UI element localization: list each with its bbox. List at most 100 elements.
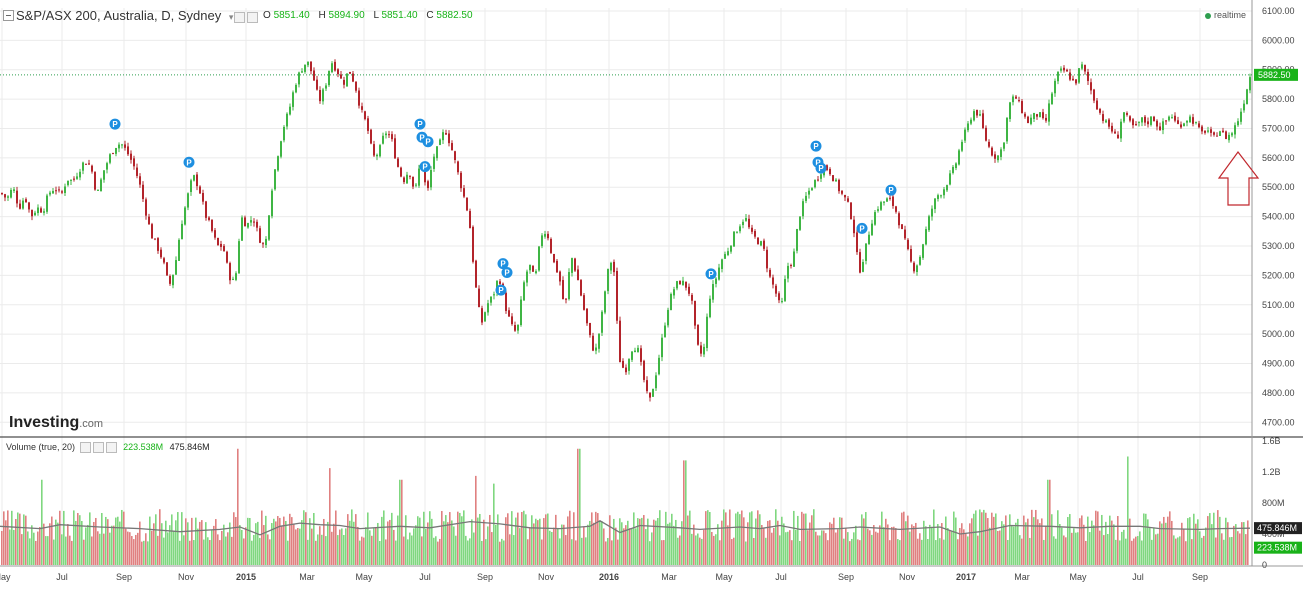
p-marker[interactable] <box>422 136 434 148</box>
candle <box>850 202 852 220</box>
volume-bar <box>389 519 391 565</box>
candle <box>544 233 546 237</box>
candle <box>193 175 195 181</box>
settings-icon[interactable] <box>234 12 245 24</box>
volume-bar <box>909 531 911 565</box>
p-marker[interactable] <box>414 118 426 130</box>
x-tick-label: Mar <box>299 572 315 582</box>
volume-bar <box>307 539 309 565</box>
candle <box>1147 121 1149 125</box>
volume-bar <box>637 518 639 565</box>
volume-tick-label: 1.2B <box>1262 467 1281 477</box>
candle <box>1078 68 1080 83</box>
close-icon[interactable] <box>247 12 258 24</box>
p-marker[interactable] <box>815 162 827 174</box>
volume-bar <box>551 531 553 565</box>
candle <box>787 265 789 279</box>
candle <box>31 209 33 217</box>
volume-bar <box>689 510 691 565</box>
candle <box>175 260 177 275</box>
volume-bar <box>977 535 979 565</box>
candle <box>967 123 969 131</box>
p-marker[interactable] <box>497 258 509 270</box>
volume-bar <box>141 541 143 565</box>
candle <box>751 227 753 232</box>
volume-bar <box>277 516 279 565</box>
candle <box>76 176 78 179</box>
volume-bar <box>737 511 739 565</box>
candle <box>733 231 735 247</box>
volume-bar <box>441 510 443 565</box>
volume-bar <box>533 523 535 565</box>
p-marker[interactable] <box>810 140 822 152</box>
volume-bar <box>539 518 541 565</box>
volume-bar <box>1079 518 1081 565</box>
volume-bar <box>1055 538 1057 565</box>
volume-bar <box>527 539 529 565</box>
candle <box>187 193 189 208</box>
volume-bar <box>1233 525 1235 565</box>
candle <box>361 106 363 110</box>
volume-bar <box>1185 541 1187 565</box>
candle <box>601 311 603 333</box>
p-marker[interactable] <box>501 266 513 278</box>
volume-bar <box>929 524 931 565</box>
volume-bar <box>337 535 339 565</box>
volume-settings-icon[interactable] <box>79 442 91 454</box>
volume-bar <box>451 520 453 565</box>
p-marker[interactable] <box>109 118 121 130</box>
volume-bar <box>985 512 987 565</box>
y-tick-label: 6000.00 <box>1262 35 1295 45</box>
candle <box>982 113 984 128</box>
volume-bar <box>1071 532 1073 565</box>
p-marker[interactable] <box>419 161 431 173</box>
volume-bar <box>463 510 465 565</box>
candle <box>211 219 213 231</box>
volume-bar <box>1127 456 1129 565</box>
volume-bar <box>515 517 517 565</box>
volume-hide-icon[interactable] <box>92 442 104 454</box>
candle <box>1156 120 1158 127</box>
candle <box>1054 80 1056 94</box>
chevron-down-icon[interactable]: ▾ <box>228 12 234 22</box>
volume-bar <box>743 517 745 565</box>
p-marker[interactable] <box>705 268 717 280</box>
chart-controls <box>232 10 258 24</box>
volume-bar <box>113 525 115 565</box>
candle <box>952 166 954 173</box>
volume-bar <box>115 517 117 565</box>
volume-bar <box>417 516 419 565</box>
x-tick-label: Jul <box>56 572 68 582</box>
p-marker[interactable] <box>856 222 868 234</box>
p-marker[interactable] <box>885 184 897 196</box>
volume-bar <box>801 511 803 565</box>
volume-bar <box>55 519 57 565</box>
candle <box>1141 117 1143 123</box>
candle <box>202 193 204 202</box>
candle <box>796 229 798 251</box>
candle <box>232 278 234 280</box>
candle <box>445 133 447 135</box>
volume-bar <box>1019 535 1021 565</box>
p-marker[interactable] <box>183 156 195 168</box>
volume-bar <box>749 512 751 565</box>
collapse-icon[interactable] <box>3 10 14 21</box>
candle <box>1237 121 1239 126</box>
candle <box>1246 89 1248 105</box>
volume-bar <box>497 514 499 565</box>
volume-close-icon[interactable] <box>105 442 117 454</box>
volume-bar <box>865 512 867 565</box>
volume-bar <box>71 540 73 565</box>
candle <box>1099 108 1101 113</box>
candle <box>1108 119 1110 127</box>
volume-bar <box>699 537 701 565</box>
volume-bar <box>1211 524 1213 565</box>
candle <box>49 192 51 195</box>
candle <box>748 218 750 228</box>
volume-bar <box>883 527 885 565</box>
volume-bar <box>933 509 935 565</box>
y-tick-label: 4800.00 <box>1262 388 1295 398</box>
candle <box>781 301 783 303</box>
p-marker[interactable] <box>495 284 507 296</box>
p-marker-label: P <box>859 224 865 233</box>
